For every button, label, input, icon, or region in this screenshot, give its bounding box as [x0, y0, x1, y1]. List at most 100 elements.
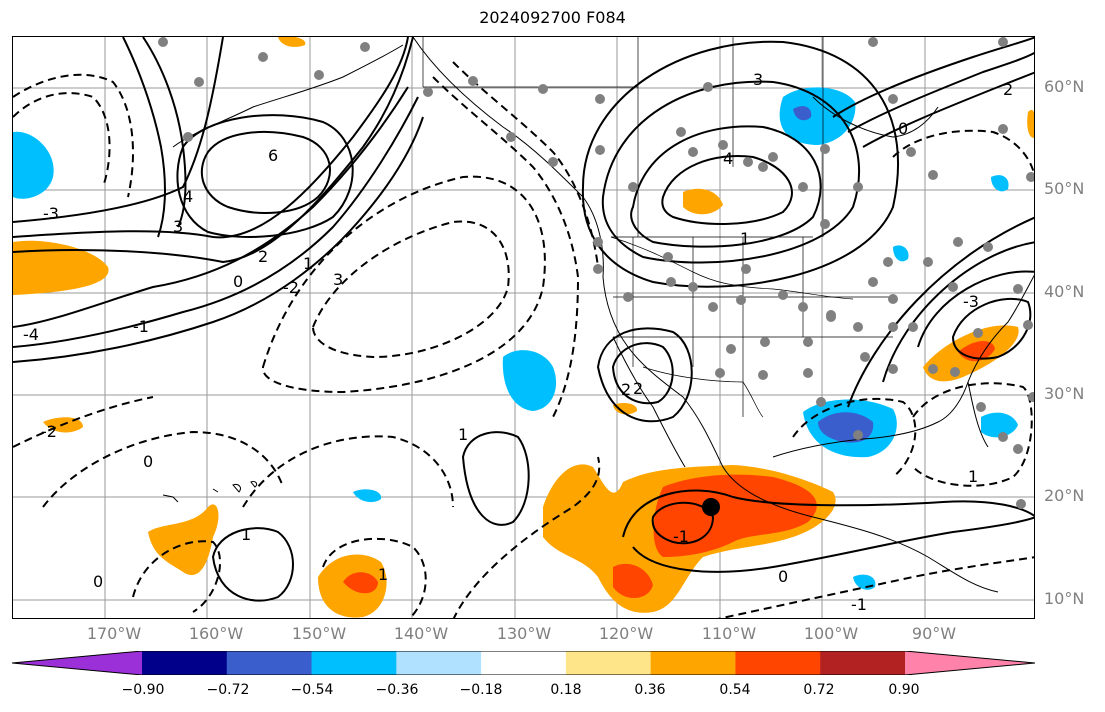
shade-mexico-red-2: [613, 563, 653, 599]
lon-label: 160°W: [188, 624, 244, 643]
contours-positive: [13, 37, 1034, 602]
lon-label: 150°W: [291, 624, 347, 643]
contour-east-band-2: [847, 51, 1034, 133]
colorbar-tick: −0.18: [459, 682, 503, 698]
contour-neg-south: [322, 537, 427, 618]
contour-label: 1: [968, 467, 978, 486]
contour-band-3: [13, 37, 414, 264]
contour-canada-4: [661, 155, 793, 225]
colorbar-segment: [396, 651, 482, 675]
hudson-bay: [812, 96, 939, 138]
contour-label: 2: [633, 379, 643, 398]
colorbar-segment: [226, 651, 313, 675]
contour-band-5: [13, 96, 419, 348]
colorbar-segment: [311, 651, 397, 675]
shade-left-blue: [13, 131, 54, 199]
contour-label: -4: [23, 325, 39, 344]
colorbar-tick: −0.90: [121, 682, 165, 698]
colorbar: [12, 651, 1035, 675]
contour-neg-east-gulf: [792, 398, 917, 478]
colorbar-tick: 0.54: [719, 682, 751, 698]
gulf-coast: [772, 381, 969, 458]
colorbar-tick: 0.90: [888, 682, 920, 698]
contour-east-2: [917, 270, 1034, 348]
contour-neg-coast-2: [452, 61, 599, 268]
contour-neg-coast-1: [432, 76, 580, 418]
colorbar-tick: 0.72: [803, 682, 835, 698]
shade-mexico-red: [653, 474, 817, 557]
contour-label: 0: [143, 452, 153, 471]
contour-4-alaska: [176, 114, 354, 238]
east-coast: [967, 274, 1034, 383]
florida-coast: [967, 381, 989, 448]
lat-label: 60°N: [1044, 77, 1085, 96]
contour-label: 1: [458, 425, 468, 444]
contours-negative: [13, 61, 1034, 618]
shade-canada-blue: [779, 87, 856, 145]
contour-label: 2: [1003, 80, 1013, 99]
anomaly-shading: [13, 37, 1034, 618]
colorbar-segment: [565, 651, 652, 675]
contour-baja-1: [596, 327, 693, 423]
colorbar-segment: [481, 651, 567, 675]
contour-labels: 6 4 3 2 1 0 -1 -2 -3 -4 2 1 0 3 4 3 2 1 …: [23, 70, 1013, 614]
baja-coast: [612, 336, 686, 468]
shade-small-blue-3: [353, 489, 382, 503]
map-panel: 6 4 3 2 1 0 -1 -2 -3 -4 2 1 0 3 4 3 2 1 …: [12, 36, 1035, 619]
shade-small-blue-2: [853, 574, 876, 590]
contour-label: 3: [333, 270, 343, 289]
contour-label: -1: [851, 595, 867, 614]
contour-neg-central: [311, 220, 510, 359]
contour-label: -1: [133, 317, 149, 336]
contour-label: 1: [303, 254, 313, 273]
colorbar-extend-max: [905, 651, 1035, 675]
contour-label: -3: [963, 292, 979, 311]
colorbar-tick: 0.18: [550, 682, 582, 698]
shade-small-orange-5: [278, 37, 306, 47]
contour-mexico-0: [622, 489, 1034, 538]
colorbar-tick: −0.72: [206, 682, 250, 698]
shade-small-orange-1: [683, 188, 723, 215]
north-america-coast: [412, 37, 999, 593]
contour-band-4: [13, 86, 409, 328]
contour-neg-ne: [892, 129, 1034, 178]
lon-label: 110°W: [701, 624, 757, 643]
shade-canada-darkblue: [793, 106, 812, 121]
contour-baja-2: [611, 342, 674, 405]
lat-label: 40°N: [1044, 282, 1085, 301]
contour-pacific-1: [461, 431, 530, 526]
contour-label: 0: [898, 119, 908, 138]
contour-neg-west-2: [13, 73, 134, 198]
contour-east-band-1: [832, 37, 1034, 118]
shade-atlantic-blue: [981, 412, 1018, 438]
colorbar-segment: [142, 651, 228, 675]
contour-label: 1: [740, 229, 750, 248]
contour-label: -2: [41, 422, 57, 441]
storm-center-marker: [702, 498, 720, 516]
lat-label: 20°N: [1044, 486, 1085, 505]
contour-label: 4: [183, 187, 193, 206]
contour-label: 3: [173, 217, 183, 236]
contour-label: 1: [241, 525, 251, 544]
contour-east-1: [882, 241, 1034, 383]
contour-4-west: [122, 37, 166, 238]
contour-band-1: [13, 37, 224, 223]
shade-west-pacific-orange: [13, 240, 109, 295]
colorbar-segment: [820, 651, 906, 675]
contour-band-2: [13, 37, 409, 239]
contour-neg-central-2: [261, 175, 546, 394]
contour-east-band-3: [862, 71, 1034, 148]
shade-small-blue-1: [991, 175, 1009, 192]
contour-mexico-1: [651, 501, 715, 545]
contour-band-6: [13, 116, 424, 363]
contour-neg-hawaii: [132, 540, 222, 613]
contour-canada-1: [581, 40, 900, 288]
contour-east-0: [847, 216, 1034, 408]
contour-neg-lower-left: [42, 430, 284, 508]
contour-label: 6: [268, 146, 278, 165]
lat-label: 30°N: [1044, 384, 1085, 403]
lon-label: 120°W: [598, 624, 654, 643]
contour-neg-bottom-2: [717, 556, 1034, 618]
shade-small-orange-2: [613, 403, 638, 415]
lon-label: 140°W: [393, 624, 449, 643]
